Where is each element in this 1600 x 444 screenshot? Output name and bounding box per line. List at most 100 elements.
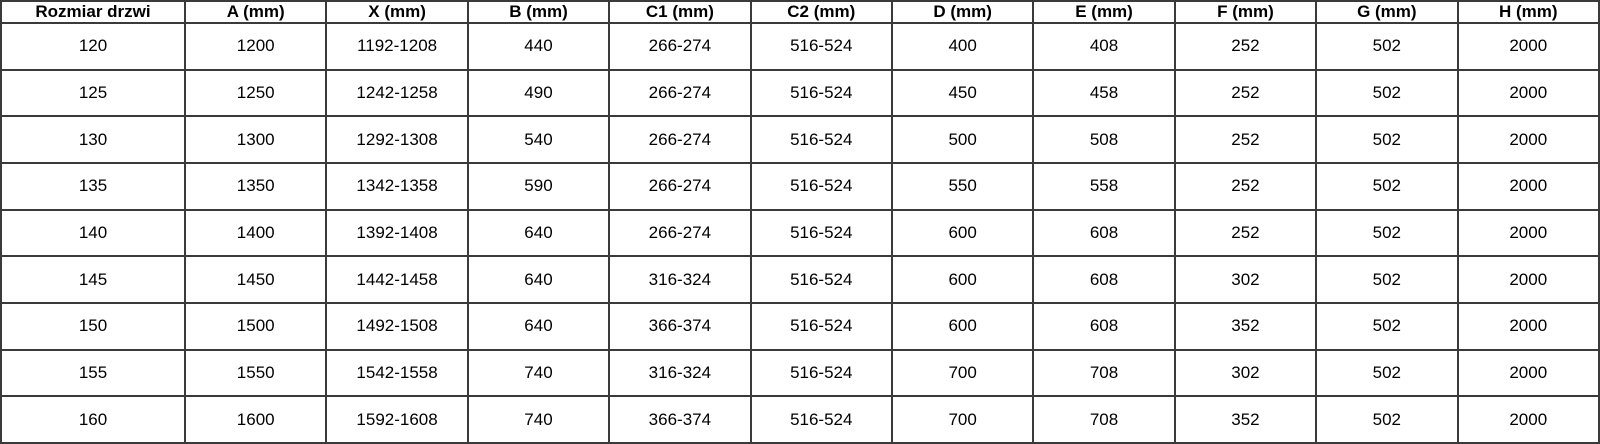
column-header-rozmiar-drzwi: Rozmiar drzwi <box>0 0 186 24</box>
column-header-h: H (mm) <box>1456 0 1600 24</box>
table-cell: 366-374 <box>608 395 752 444</box>
table-cell: 608 <box>1032 301 1176 351</box>
table-cell: 352 <box>1173 395 1318 444</box>
table-row: 140 1400 1392-1408 640 266-274 516-524 600 608 2… <box>0 208 1600 258</box>
table-cell: 1392-1408 <box>325 208 469 258</box>
table-cell: 500 <box>890 115 1035 164</box>
table-cell: 150 <box>0 301 186 351</box>
table-cell: 1250 <box>183 68 328 118</box>
table-cell: 400 <box>890 22 1035 71</box>
table-cell: 266-274 <box>608 115 752 164</box>
table-cell: 440 <box>466 22 611 71</box>
table-row: 125 1250 1242-1258 490 266-274 516-524 450 458 2… <box>0 68 1600 118</box>
table-cell: 2000 <box>1456 395 1600 444</box>
table-cell: 540 <box>466 115 611 164</box>
table-cell: 558 <box>1032 161 1176 211</box>
table-cell: 2000 <box>1456 208 1600 258</box>
table-cell: 516-524 <box>749 22 893 71</box>
table-row: 155 1550 1542-1558 740 316-324 516-524 700 708 3… <box>0 348 1600 398</box>
table-cell: 266-274 <box>608 22 752 71</box>
table-cell: 1350 <box>183 161 328 211</box>
table-cell: 160 <box>0 395 186 444</box>
table-cell: 508 <box>1032 115 1176 164</box>
table-cell: 640 <box>466 301 611 351</box>
table-cell: 408 <box>1032 22 1176 71</box>
table-cell: 2000 <box>1456 22 1600 71</box>
table-cell: 2000 <box>1456 68 1600 118</box>
column-header-d: D (mm) <box>890 0 1035 24</box>
table-cell: 1442-1458 <box>325 255 469 304</box>
table-cell: 130 <box>0 115 186 164</box>
table-cell: 316-324 <box>608 348 752 398</box>
table-cell: 502 <box>1315 22 1459 71</box>
table-cell: 1242-1258 <box>325 68 469 118</box>
table-cell: 502 <box>1315 208 1459 258</box>
column-header-e: E (mm) <box>1032 0 1176 24</box>
table-cell: 740 <box>466 348 611 398</box>
table-cell: 125 <box>0 68 186 118</box>
table-cell: 120 <box>0 22 186 71</box>
table-cell: 516-524 <box>749 115 893 164</box>
table-cell: 502 <box>1315 255 1459 304</box>
table-cell: 1550 <box>183 348 328 398</box>
table-cell: 266-274 <box>608 208 752 258</box>
table-cell: 640 <box>466 208 611 258</box>
table-cell: 302 <box>1173 255 1318 304</box>
table-cell: 740 <box>466 395 611 444</box>
table-cell: 1450 <box>183 255 328 304</box>
column-header-a: A (mm) <box>183 0 328 24</box>
table-cell: 1192-1208 <box>325 22 469 71</box>
table-cell: 502 <box>1315 348 1459 398</box>
table-row: 130 1300 1292-1308 540 266-274 516-524 500 508 2… <box>0 115 1600 164</box>
table-cell: 516-524 <box>749 208 893 258</box>
table-cell: 516-524 <box>749 301 893 351</box>
table-cell: 302 <box>1173 348 1318 398</box>
table-cell: 135 <box>0 161 186 211</box>
table-cell: 516-524 <box>749 395 893 444</box>
table-cell: 366-374 <box>608 301 752 351</box>
table-cell: 640 <box>466 255 611 304</box>
table-cell: 516-524 <box>749 348 893 398</box>
table-cell: 502 <box>1315 301 1459 351</box>
table-cell: 1600 <box>183 395 328 444</box>
table-cell: 2000 <box>1456 348 1600 398</box>
table-row: 160 1600 1592-1608 740 366-374 516-524 700 708 3… <box>0 395 1600 444</box>
table-cell: 700 <box>890 348 1035 398</box>
table-cell: 145 <box>0 255 186 304</box>
column-header-b: B (mm) <box>466 0 611 24</box>
table-cell: 140 <box>0 208 186 258</box>
table-cell: 266-274 <box>608 161 752 211</box>
table-cell: 600 <box>890 255 1035 304</box>
table-cell: 700 <box>890 395 1035 444</box>
table-row: 120 1200 1192-1208 440 266-274 516-524 400 408 2… <box>0 22 1600 71</box>
table-cell: 155 <box>0 348 186 398</box>
table-row: 150 1500 1492-1508 640 366-374 516-524 600 608 3… <box>0 301 1600 351</box>
table-cell: 1500 <box>183 301 328 351</box>
column-header-f: F (mm) <box>1173 0 1318 24</box>
table-cell: 352 <box>1173 301 1318 351</box>
table-cell: 516-524 <box>749 255 893 304</box>
table-cell: 490 <box>466 68 611 118</box>
table-cell: 266-274 <box>608 68 752 118</box>
column-header-c2: C2 (mm) <box>749 0 893 24</box>
table-cell: 252 <box>1173 68 1318 118</box>
table-row: 135 1350 1342-1358 590 266-274 516-524 550 558 2… <box>0 161 1600 211</box>
table-cell: 1400 <box>183 208 328 258</box>
table-cell: 252 <box>1173 161 1318 211</box>
table-cell: 550 <box>890 161 1035 211</box>
table-cell: 516-524 <box>749 68 893 118</box>
table-cell: 516-524 <box>749 161 893 211</box>
table-cell: 1342-1358 <box>325 161 469 211</box>
column-header-g: G (mm) <box>1315 0 1459 24</box>
table-cell: 2000 <box>1456 115 1600 164</box>
table-cell: 458 <box>1032 68 1176 118</box>
table-cell: 252 <box>1173 115 1318 164</box>
table-cell: 502 <box>1315 68 1459 118</box>
column-header-c1: C1 (mm) <box>608 0 752 24</box>
table-cell: 1292-1308 <box>325 115 469 164</box>
table-row: 145 1450 1442-1458 640 316-324 516-524 600 608 3… <box>0 255 1600 304</box>
table-cell: 502 <box>1315 161 1459 211</box>
table-cell: 502 <box>1315 115 1459 164</box>
table-cell: 708 <box>1032 348 1176 398</box>
